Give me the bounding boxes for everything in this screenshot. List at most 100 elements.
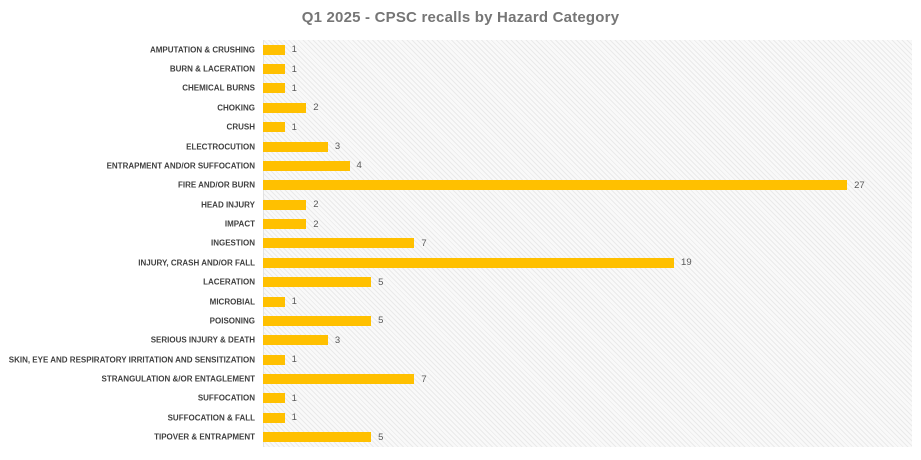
bar-track: 3 <box>263 331 912 350</box>
chart-row: CHEMICAL BURNS 1 <box>0 79 912 98</box>
category-label-cell: STRANGULATION &/OR ENTAGLEMENT <box>0 369 263 388</box>
bar-track: 7 <box>263 234 912 253</box>
category-label-skin-eye-and-respiratory-irritation-and-sensitization: SKIN, EYE AND RESPIRATORY IRRITATION AND… <box>8 355 255 365</box>
bar-tipover-entrapment[interactable] <box>263 432 372 443</box>
bar-impact[interactable] <box>263 219 307 230</box>
bar-track: 1 <box>263 350 912 369</box>
bar-strangulation-or-entaglement[interactable] <box>263 374 415 385</box>
value-label-impact: 2 <box>313 218 319 230</box>
category-label-impact: IMPACT <box>224 219 255 229</box>
bar-track: 1 <box>263 40 912 59</box>
category-label-cell: INGESTION <box>0 234 263 253</box>
bar-track: 5 <box>263 428 912 447</box>
bar-ingestion[interactable] <box>263 238 415 249</box>
category-label-cell: SUFFOCATION & FALL <box>0 408 263 427</box>
bar-electrocution[interactable] <box>263 141 328 152</box>
bar-fire-and-or-burn[interactable] <box>263 180 848 191</box>
bar-track: 4 <box>263 156 912 175</box>
bar-injury-crash-and-or-fall[interactable] <box>263 257 675 268</box>
chart-row: HEAD INJURY 2 <box>0 195 912 214</box>
bar-track: 1 <box>263 389 912 408</box>
bar-burn-laceration[interactable] <box>263 64 285 75</box>
bar-track: 2 <box>263 214 912 233</box>
chart-row: INGESTION 7 <box>0 234 912 253</box>
category-label-cell: ELECTROCUTION <box>0 137 263 156</box>
category-label-cell: LACERATION <box>0 273 263 292</box>
value-label-electrocution: 3 <box>334 141 341 153</box>
category-label-suffocation-fall: SUFFOCATION & FALL <box>167 413 255 423</box>
bar-track: 27 <box>263 176 912 195</box>
value-label-crush: 1 <box>291 121 297 133</box>
value-label-suffocation: 1 <box>291 392 297 404</box>
category-label-cell: IMPACT <box>0 214 263 233</box>
chart-row: STRANGULATION &/OR ENTAGLEMENT 7 <box>0 369 912 388</box>
bar-track: 5 <box>263 273 912 292</box>
value-label-fire-and-or-burn: 27 <box>854 179 865 191</box>
bar-chemical-burns[interactable] <box>263 83 285 94</box>
bar-track: 7 <box>263 369 912 388</box>
category-label-choking: CHOKING <box>217 103 255 113</box>
value-label-serious-injury-death: 3 <box>334 334 341 346</box>
chart-row: MICROBIAL 1 <box>0 292 912 311</box>
bar-laceration[interactable] <box>263 277 372 288</box>
value-label-tipover-entrapment: 5 <box>378 431 384 443</box>
category-label-entrapment-and-or-suffocation: ENTRAPMENT AND/OR SUFFOCATION <box>106 161 255 171</box>
bar-crush[interactable] <box>263 122 285 133</box>
bar-track: 1 <box>263 292 912 311</box>
category-label-cell: BURN & LACERATION <box>0 59 263 78</box>
bar-choking[interactable] <box>263 102 307 113</box>
bar-track: 1 <box>263 408 912 427</box>
bar-track: 5 <box>263 311 912 330</box>
category-label-cell: SUFFOCATION <box>0 389 263 408</box>
value-label-head-injury: 2 <box>313 199 319 211</box>
chart-row: LACERATION 5 <box>0 273 912 292</box>
value-label-burn-laceration: 1 <box>291 63 297 75</box>
bar-head-injury[interactable] <box>263 199 307 210</box>
bar-track: 3 <box>263 137 912 156</box>
chart-row: POISONING 5 <box>0 311 912 330</box>
bar-serious-injury-death[interactable] <box>263 335 328 346</box>
chart-row: SKIN, EYE AND RESPIRATORY IRRITATION AND… <box>0 350 912 369</box>
category-label-amputation-crushing: AMPUTATION & CRUSHING <box>149 45 255 55</box>
bar-track: 2 <box>263 195 912 214</box>
value-label-strangulation-or-entaglement: 7 <box>421 373 427 385</box>
value-label-ingestion: 7 <box>421 237 427 249</box>
category-label-poisoning: POISONING <box>209 316 255 326</box>
bar-skin-eye-and-respiratory-irritation-and-sensitization[interactable] <box>263 354 285 365</box>
bar-microbial[interactable] <box>263 296 285 307</box>
bar-track: 19 <box>263 253 912 272</box>
value-label-choking: 2 <box>313 102 319 114</box>
category-label-cell: SKIN, EYE AND RESPIRATORY IRRITATION AND… <box>0 350 263 369</box>
category-label-cell: AMPUTATION & CRUSHING <box>0 40 263 59</box>
bar-entrapment-and-or-suffocation[interactable] <box>263 160 350 171</box>
bar-suffocation[interactable] <box>263 393 285 404</box>
bar-amputation-crushing[interactable] <box>263 44 285 55</box>
category-label-cell: SERIOUS INJURY & DEATH <box>0 331 263 350</box>
chart-row: AMPUTATION & CRUSHING 1 <box>0 40 912 59</box>
category-label-strangulation-or-entaglement: STRANGULATION &/OR ENTAGLEMENT <box>101 374 255 384</box>
category-label-cell: HEAD INJURY <box>0 195 263 214</box>
category-label-injury-crash-and-or-fall: INJURY, CRASH AND/OR FALL <box>138 258 255 268</box>
value-label-suffocation-fall: 1 <box>291 412 297 424</box>
bar-poisoning[interactable] <box>263 315 372 326</box>
chart-row: TIPOVER & ENTRAPMENT 5 <box>0 428 912 447</box>
category-label-laceration: LACERATION <box>203 277 255 287</box>
category-label-chemical-burns: CHEMICAL BURNS <box>182 83 255 93</box>
chart-row: CRUSH 1 <box>0 118 912 137</box>
chart-row: INJURY, CRASH AND/OR FALL 19 <box>0 253 912 272</box>
chart-row: CHOKING 2 <box>0 98 912 117</box>
category-label-cell: INJURY, CRASH AND/OR FALL <box>0 253 263 272</box>
category-label-cell: ENTRAPMENT AND/OR SUFFOCATION <box>0 156 263 175</box>
bar-suffocation-fall[interactable] <box>263 412 285 423</box>
chart-row: IMPACT 2 <box>0 214 912 233</box>
category-label-cell: CHEMICAL BURNS <box>0 79 263 98</box>
category-label-microbial: MICROBIAL <box>209 297 255 307</box>
chart-title: Q1 2025 - CPSC recalls by Hazard Categor… <box>301 9 620 26</box>
bar-track: 1 <box>263 79 912 98</box>
chart-row: FIRE AND/OR BURN 27 <box>0 176 912 195</box>
chart-row: ENTRAPMENT AND/OR SUFFOCATION 4 <box>0 156 912 175</box>
bar-track: 1 <box>263 118 912 137</box>
category-label-electrocution: ELECTROCUTION <box>186 142 255 152</box>
category-label-cell: CRUSH <box>0 118 263 137</box>
